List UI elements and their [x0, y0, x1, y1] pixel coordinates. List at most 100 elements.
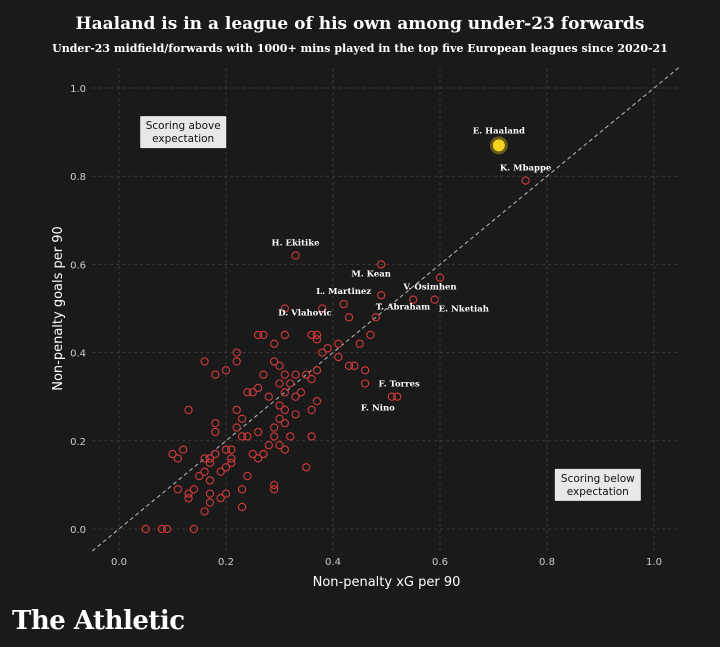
- data-point: [259, 330, 268, 340]
- point-labels: E. Haaland K. Mbappe H. Ekitike M. Kean V. O…: [272, 126, 552, 413]
- data-point: [253, 330, 263, 340]
- point-label: E. Haaland: [473, 126, 525, 136]
- data-point: [350, 361, 359, 370]
- data-point: [248, 388, 257, 397]
- data-point: [253, 427, 263, 437]
- data-point: [264, 392, 273, 401]
- data-point: [221, 445, 231, 454]
- data-point: [232, 405, 241, 415]
- data-point: [387, 392, 396, 401]
- y-tick-label: 0.4: [70, 349, 86, 360]
- data-point: [227, 445, 236, 454]
- data-point: [307, 405, 316, 415]
- data-point: [286, 432, 295, 441]
- x-tick-label: 1.0: [646, 557, 662, 568]
- data-point: [211, 427, 220, 437]
- y-tick-label: 0.2: [70, 437, 86, 448]
- tick-labels: 0.0 0.2 0.4 0.6 0.8 1.0 0.0 0.2 0.4 0.6 0.8 1.0: [70, 84, 662, 568]
- annotation-text: expectation: [152, 133, 214, 145]
- data-point: [211, 419, 220, 428]
- highlight-point: [492, 139, 505, 152]
- data-point: [269, 480, 279, 490]
- data-point: [184, 493, 193, 503]
- data-point: [205, 458, 215, 467]
- data-point: [179, 445, 188, 454]
- data-point: [318, 348, 327, 357]
- data-point: [312, 396, 322, 406]
- data-point: [318, 304, 327, 313]
- data-point: [232, 348, 241, 357]
- data-point: [189, 524, 199, 534]
- data-point: [280, 405, 289, 415]
- data-point: [275, 401, 284, 410]
- data-point: [393, 392, 402, 401]
- y-tick-label: 0.8: [70, 172, 86, 183]
- data-point: [371, 313, 380, 322]
- data-point: [302, 463, 311, 472]
- data-point: [205, 489, 215, 498]
- annotation-text: Scoring below: [561, 473, 635, 485]
- data-point: [280, 445, 289, 454]
- data-point: [216, 493, 225, 503]
- data-point: [232, 423, 241, 432]
- data-point: [259, 449, 268, 459]
- data-point: [243, 432, 252, 441]
- data-point: [211, 449, 220, 459]
- data-point: [162, 524, 172, 534]
- point-label: D. Vlahovic: [278, 308, 332, 318]
- point-label: F. Nino: [361, 404, 395, 414]
- y-tick-label: 1.0: [70, 84, 86, 95]
- data-point: [275, 441, 284, 450]
- x-axis-title: Non-penalty xG per 90: [313, 575, 461, 590]
- x-tick-label: 0.8: [539, 557, 555, 568]
- reference-line: [91, 65, 682, 552]
- data-point: [232, 357, 241, 366]
- point-label: T. Abraham: [376, 302, 430, 312]
- data-point: [253, 454, 263, 463]
- point-label: V. Osimhen: [402, 283, 456, 293]
- data-point: [286, 379, 295, 388]
- data-point: [195, 471, 204, 481]
- data-point: [291, 251, 300, 260]
- data-point: [275, 379, 284, 388]
- data-point: [430, 295, 439, 304]
- data-point: [227, 454, 236, 463]
- data-point: [269, 423, 279, 432]
- data-point: [521, 176, 530, 185]
- data-point: [184, 405, 193, 415]
- data-point: [312, 366, 322, 375]
- x-tick-label: 0.2: [218, 557, 234, 568]
- point-label: E. Nketiah: [439, 305, 489, 315]
- data-point: [221, 463, 231, 472]
- data-point: [339, 299, 348, 309]
- x-tick-label: 0.6: [432, 557, 448, 568]
- data-point: [237, 502, 247, 512]
- annotation-background: [140, 116, 227, 149]
- data-point: [221, 489, 231, 498]
- data-point: [264, 441, 273, 450]
- data-point: [334, 352, 343, 362]
- data-point: [291, 392, 300, 401]
- y-axis-title: Non-penalty goals per 90: [51, 226, 66, 391]
- data-point: [189, 485, 199, 494]
- data-point: [200, 454, 209, 463]
- data-point: [237, 485, 247, 494]
- data-point: [269, 357, 279, 366]
- data-point: [366, 330, 375, 340]
- data-point: [360, 379, 370, 388]
- data-point: [200, 467, 209, 476]
- points: [141, 136, 530, 534]
- data-point: [216, 467, 225, 476]
- data-point: [237, 414, 247, 423]
- data-point: [435, 273, 445, 282]
- x-tick-label: 0.4: [325, 557, 341, 568]
- data-point: [409, 295, 418, 304]
- data-point: [312, 330, 322, 340]
- data-point: [280, 330, 289, 340]
- data-point: [253, 383, 263, 393]
- annotation-text: Scoring above: [146, 120, 221, 132]
- data-point: [280, 370, 289, 379]
